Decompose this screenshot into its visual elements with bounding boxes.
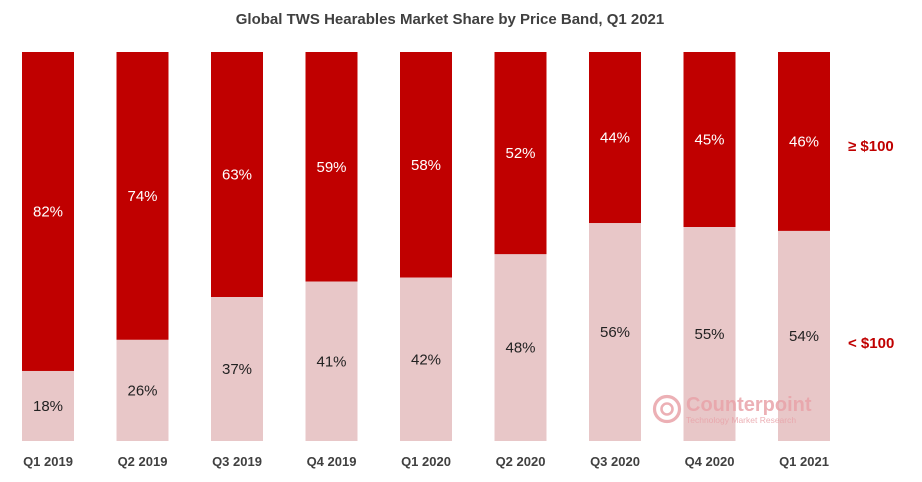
legend: ≥ $100 < $100 [848, 138, 894, 352]
bar-segment-low-price [400, 277, 452, 441]
data-label-high-price: 58% [411, 157, 441, 174]
data-label-high-price: 74% [127, 188, 157, 205]
watermark-tagline: Technology Market Research [686, 415, 796, 425]
data-label-low-price: 48% [505, 340, 535, 357]
data-label-high-price: 82% [33, 203, 63, 220]
bar-segment-low-price [116, 339, 169, 441]
bar-segment-low-price [778, 230, 830, 441]
x-tick-label: Q3 2020 [590, 454, 640, 469]
x-tick-label: Q1 2021 [779, 454, 829, 469]
data-label-low-price: 56% [600, 324, 630, 341]
bar-segment-high-price [211, 52, 263, 298]
data-label-low-price: 26% [127, 382, 157, 399]
legend-label-high-price: ≥ $100 [848, 138, 894, 155]
x-axis-ticks: Q1 2019 Q2 2019 Q3 2019 Q4 2019 Q1 2020 Q2 20… [23, 454, 829, 469]
data-label-low-price: 41% [316, 353, 346, 370]
x-tick-label: Q4 2019 [307, 454, 357, 469]
x-tick-label: Q1 2019 [23, 454, 73, 469]
bars-group [22, 52, 830, 441]
data-label-high-price: 46% [789, 133, 819, 150]
data-label-low-price: 18% [33, 398, 63, 415]
bar-segment-high-price [589, 52, 641, 224]
bar-segment-low-price [211, 297, 263, 441]
counterpoint-logo-icon [652, 394, 682, 424]
x-tick-label: Q3 2019 [212, 454, 262, 469]
counterpoint-watermark: Counterpoint Technology Market Research [652, 394, 812, 425]
legend-label-low-price: < $100 [848, 335, 894, 352]
data-label-low-price: 37% [222, 361, 252, 378]
bar-segment-high-price [116, 52, 169, 340]
x-tick-label: Q2 2020 [496, 454, 546, 469]
bar-segment-high-price [22, 52, 74, 371]
watermark-brand: Counterpoint [686, 394, 812, 416]
x-tick-label: Q2 2019 [118, 454, 168, 469]
data-label-high-price: 59% [316, 159, 346, 176]
bar-segment-high-price [683, 52, 736, 228]
value-labels-group: 82% 18% 74% 26% 63% 37% 59% 41% 58% 42% 52% 48% 44% 5… [33, 130, 819, 415]
x-tick-label: Q4 2020 [685, 454, 735, 469]
bar-segment-high-price [400, 52, 452, 278]
data-label-high-price: 63% [222, 167, 252, 184]
bar-segment-low-price [683, 227, 736, 441]
data-label-low-price: 55% [694, 326, 724, 343]
x-tick-label: Q1 2020 [401, 454, 451, 469]
chart-title: Global TWS Hearables Market Share by Pri… [236, 11, 665, 28]
bar-segment-high-price [778, 52, 830, 231]
bar-segment-low-price [22, 370, 74, 441]
data-label-high-price: 52% [505, 145, 535, 162]
data-label-high-price: 45% [694, 132, 724, 149]
bar-segment-low-price [494, 254, 547, 441]
bar-segment-low-price [305, 281, 358, 441]
bar-segment-low-price [589, 223, 641, 441]
bar-segment-high-price [494, 52, 547, 255]
data-label-low-price: 42% [411, 351, 441, 368]
data-label-high-price: 44% [600, 130, 630, 147]
data-label-low-price: 54% [789, 328, 819, 345]
bar-segment-high-price [305, 52, 358, 282]
